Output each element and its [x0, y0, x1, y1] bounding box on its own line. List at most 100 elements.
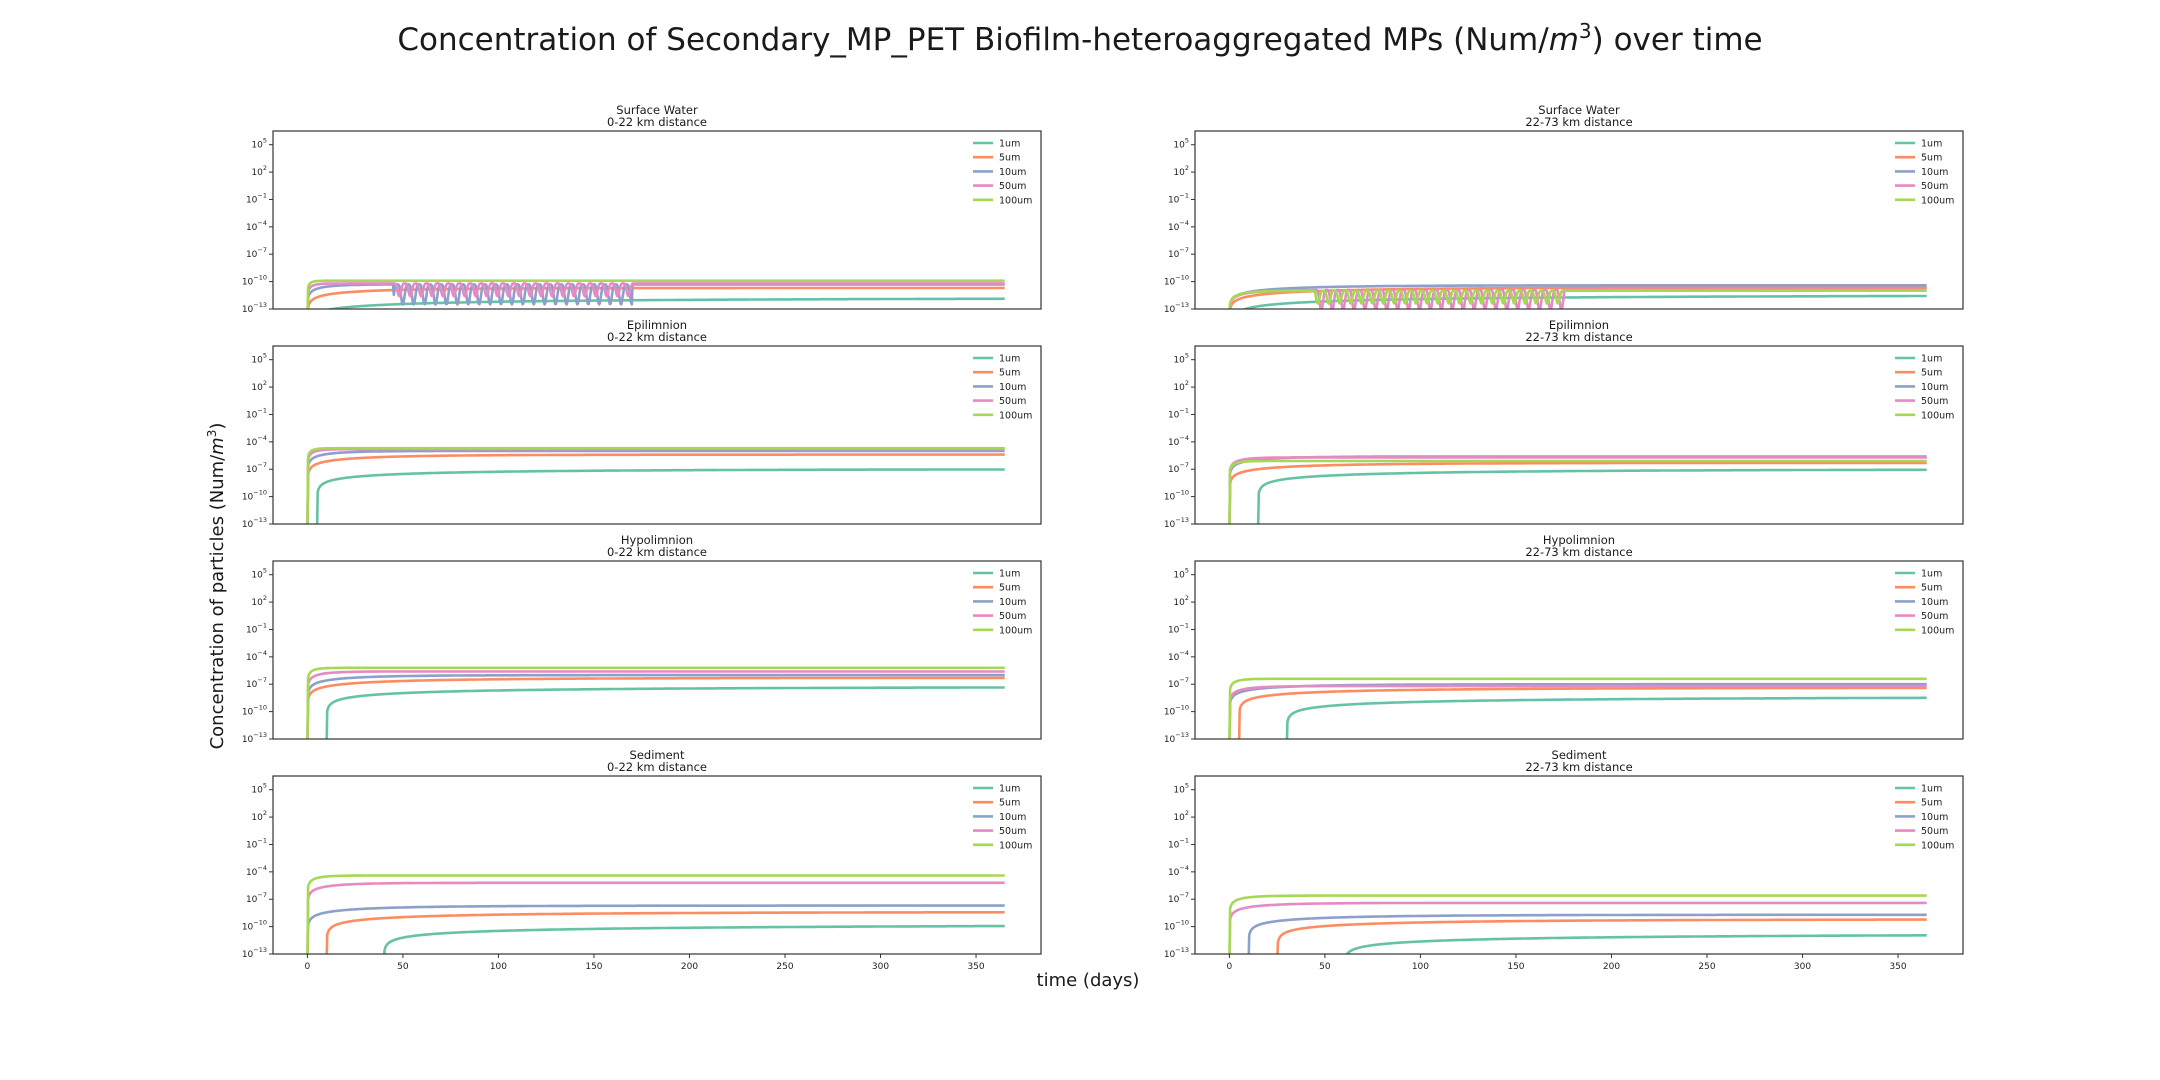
legend-label: 1um — [1921, 569, 1942, 580]
subplot-title-compartment: Sediment — [1552, 748, 1607, 762]
x-tick-label: 100 — [1412, 962, 1429, 972]
series-line-10um — [306, 449, 1006, 524]
legend-label: 50um — [999, 611, 1026, 622]
legend-label: 10um — [999, 382, 1026, 393]
y-tick-label: 102 — [1173, 379, 1189, 393]
y-tick-label: 105 — [251, 352, 267, 366]
legend: 1um 5um 10um 50um 100um — [973, 569, 1032, 636]
legend-label: 100um — [1921, 840, 1954, 851]
y-tick-label: 10−10 — [242, 274, 267, 288]
y-tick-label: 10−7 — [246, 246, 267, 260]
x-tick-label: 200 — [681, 962, 698, 972]
legend-label: 1um — [999, 569, 1020, 580]
y-tick-label: 102 — [251, 164, 267, 178]
series-line-100um — [1228, 289, 1928, 309]
x-tick-label: 50 — [1319, 962, 1331, 972]
y-tick-label: 105 — [1173, 352, 1189, 366]
series-line-1um — [1285, 696, 1928, 739]
y-tick-label: 102 — [1173, 809, 1189, 823]
y-tick-label: 105 — [251, 782, 267, 796]
subplot-title-compartment: Surface Water — [616, 103, 698, 117]
series-line-10um — [1228, 682, 1928, 739]
legend-label: 50um — [999, 181, 1026, 192]
y-tick-label: 10−13 — [1164, 301, 1189, 315]
y-tick-label: 105 — [251, 567, 267, 581]
series-line-1um — [1256, 468, 1928, 524]
plot-frame — [1194, 775, 1964, 955]
y-tick-label: 10−1 — [1168, 621, 1189, 635]
legend-label: 5um — [999, 583, 1020, 594]
series-line-5um — [325, 910, 1006, 954]
legend-label: 100um — [999, 625, 1032, 636]
plot-frame — [1194, 345, 1964, 525]
y-tick-label: 10−4 — [246, 864, 267, 878]
y-tick-label: 10−13 — [242, 301, 267, 315]
x-tick-label: 50 — [397, 962, 409, 972]
subplot-title-distance: 0-22 km distance — [607, 115, 707, 129]
y-tick-label: 105 — [1173, 782, 1189, 796]
legend-label: 5um — [999, 798, 1020, 809]
legend-label: 1um — [999, 139, 1020, 150]
y-tick-label: 10−4 — [1168, 649, 1189, 663]
series-line-1um — [325, 686, 1006, 739]
y-tick-label: 10−10 — [242, 489, 267, 503]
legend-label: 10um — [999, 812, 1026, 823]
legend-label: 1um — [1921, 139, 1942, 150]
legend-label: 50um — [1921, 396, 1948, 407]
series-lines — [1228, 455, 1928, 524]
series-line-5um — [1237, 686, 1928, 739]
subplot-title-distance: 0-22 km distance — [607, 330, 707, 344]
y-tick-label: 10−1 — [246, 191, 267, 205]
plot-frame — [272, 345, 1042, 525]
plot-frame — [272, 775, 1042, 955]
subplot-title-compartment: Surface Water — [1538, 103, 1620, 117]
y-tick-label: 10−10 — [242, 919, 267, 933]
subplot-title-distance: 22-73 km distance — [1525, 545, 1632, 559]
y-tick-label: 10−10 — [242, 704, 267, 718]
legend: 1um 5um 10um 50um 100um — [1895, 354, 1954, 421]
series-lines — [306, 874, 1006, 954]
subplot-title-distance: 0-22 km distance — [607, 760, 707, 774]
legend-label: 1um — [1921, 354, 1942, 365]
x-axis-label: time (days) — [1037, 970, 1140, 991]
subplot-title-compartment: Epilimnion — [1549, 318, 1609, 332]
series-lines — [306, 446, 1006, 524]
y-tick-label: 10−1 — [1168, 191, 1189, 205]
legend: 1um 5um 10um 50um 100um — [973, 784, 1032, 851]
legend-label: 5um — [1921, 798, 1942, 809]
series-line-50um — [1228, 456, 1928, 524]
y-tick-label: 10−10 — [1164, 704, 1189, 718]
subplot-title-compartment: Hypolimnion — [1543, 533, 1615, 547]
y-tick-label: 10−13 — [242, 946, 267, 960]
subplot-title-distance: 22-73 km distance — [1525, 115, 1632, 129]
subplot-title-distance: 0-22 km distance — [607, 545, 707, 559]
plot-frame — [272, 130, 1042, 310]
legend-label: 1um — [1921, 784, 1942, 795]
legend-label: 50um — [1921, 826, 1948, 837]
legend-label: 10um — [1921, 382, 1948, 393]
series-line-100um — [306, 874, 1006, 954]
legend: 1um 5um 10um 50um 100um — [1895, 569, 1954, 636]
x-tick-label: 200 — [1603, 962, 1620, 972]
series-line-10um — [1228, 455, 1928, 524]
y-tick-label: 10−4 — [246, 649, 267, 663]
series-line-50um — [306, 881, 1006, 954]
legend-label: 10um — [999, 167, 1026, 178]
subplot-title-compartment: Sediment — [630, 748, 685, 762]
series-line-10um — [306, 904, 1006, 954]
y-tick-label: 10−1 — [1168, 836, 1189, 850]
y-tick-label: 10−13 — [1164, 516, 1189, 530]
y-tick-label: 10−4 — [1168, 864, 1189, 878]
series-line-5um — [306, 453, 1006, 524]
legend-label: 5um — [999, 153, 1020, 164]
subplot-title-distance: 22-73 km distance — [1525, 330, 1632, 344]
y-tick-label: 102 — [1173, 164, 1189, 178]
legend-label: 5um — [1921, 153, 1942, 164]
legend-label: 50um — [1921, 611, 1948, 622]
series-line-10um — [1247, 913, 1928, 954]
series-line-1um — [383, 924, 1006, 954]
